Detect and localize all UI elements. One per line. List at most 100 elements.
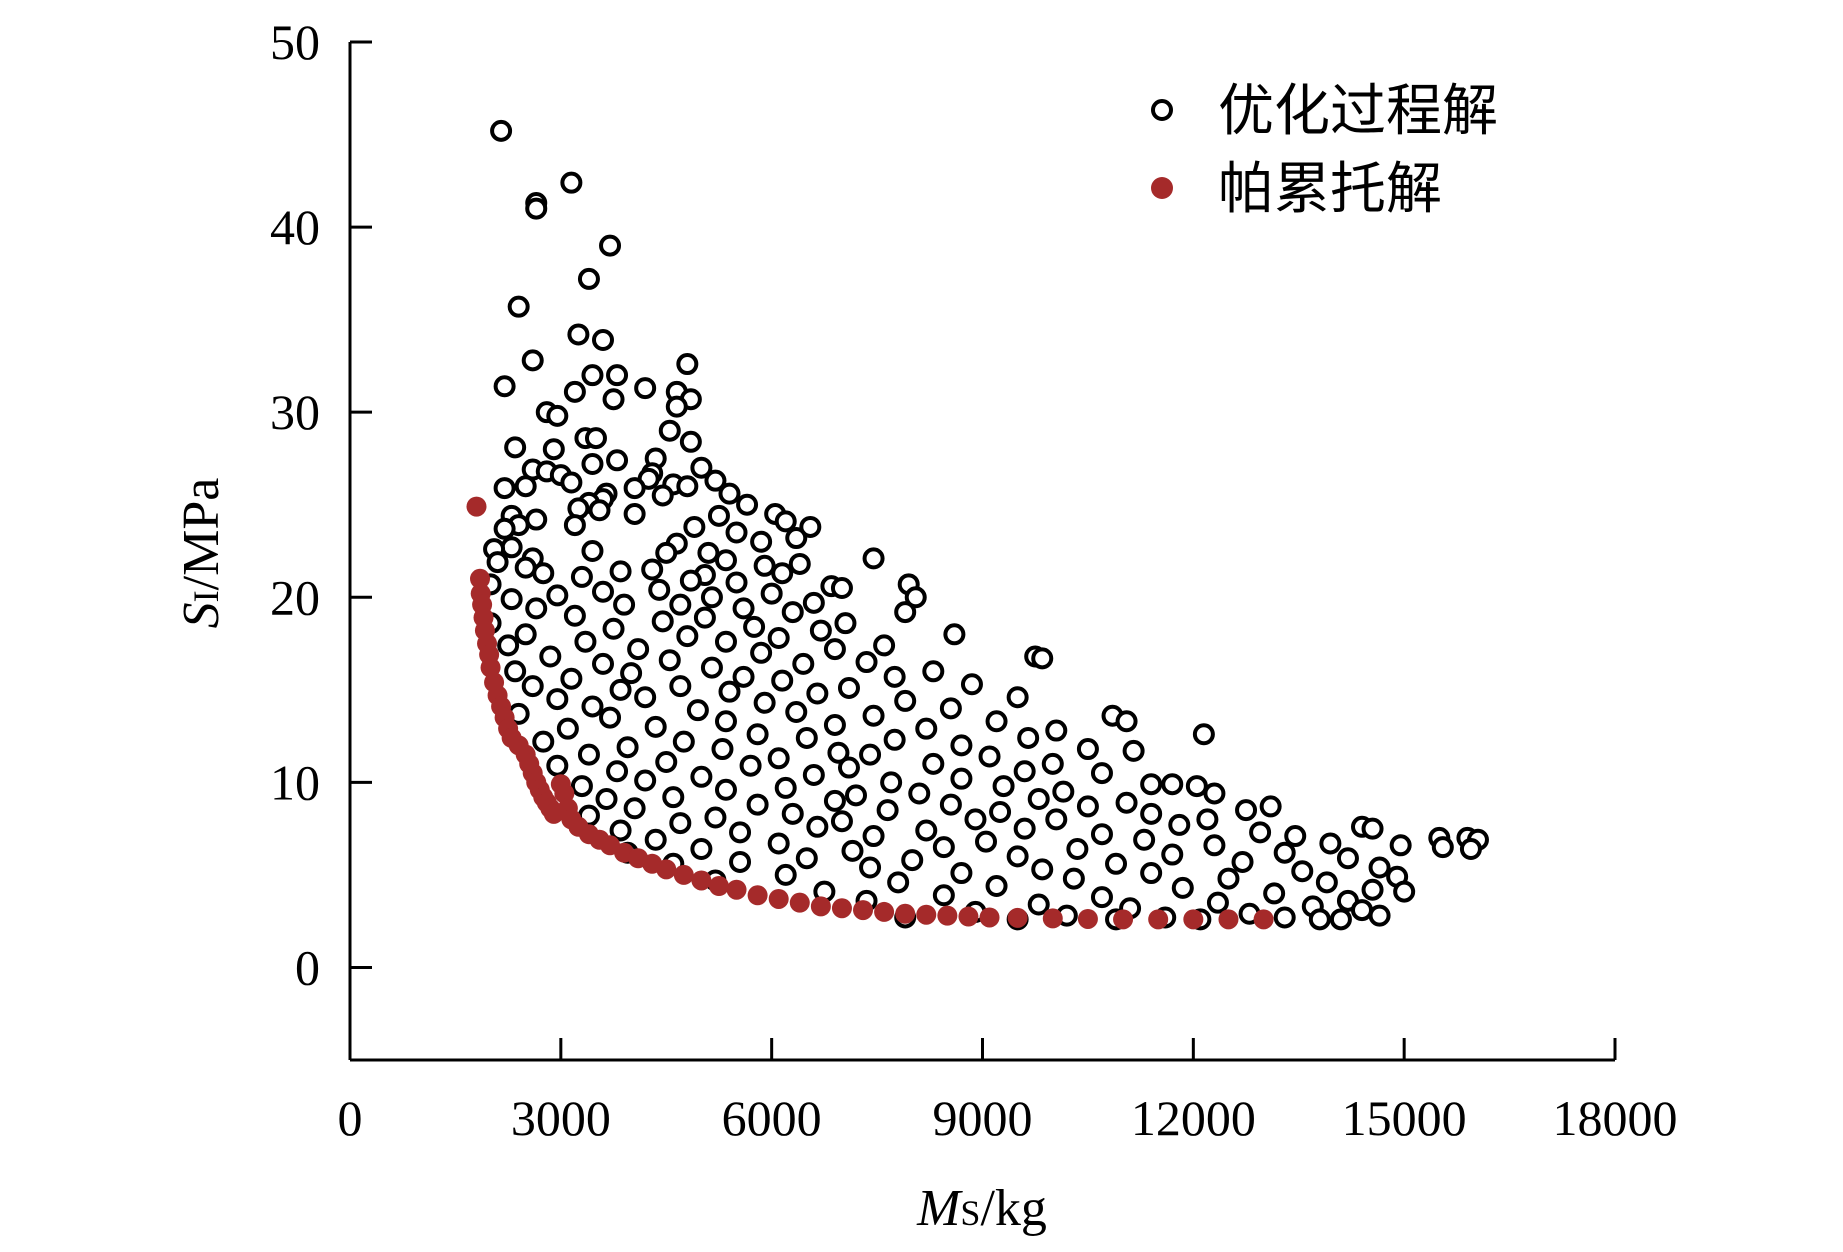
process-solution-point — [1161, 773, 1184, 796]
process-solution-point — [1206, 891, 1229, 914]
process-solution-point — [563, 514, 586, 537]
process-solution-point — [658, 419, 681, 442]
process-solution-point — [599, 706, 622, 729]
process-solution-point — [1076, 738, 1099, 761]
process-solution-point — [834, 612, 857, 635]
pareto-solution-point — [673, 864, 694, 885]
process-solution-point — [532, 562, 555, 585]
pareto-solution-point — [1077, 908, 1098, 929]
process-solution-point — [883, 728, 906, 751]
process-solution-point — [950, 767, 973, 790]
pareto-solution-point — [895, 903, 916, 924]
process-solution-point — [950, 862, 973, 885]
process-solution-point — [1329, 908, 1352, 931]
process-solution-point — [1351, 899, 1373, 922]
process-solution-point — [767, 832, 790, 855]
process-solution-point — [795, 726, 818, 749]
process-solution-point — [563, 380, 586, 403]
process-solution-point — [581, 540, 604, 562]
process-solution-point — [862, 825, 885, 848]
x-tick-label: 3000 — [511, 1090, 611, 1146]
process-solution-point — [753, 691, 776, 714]
process-solution-point — [563, 604, 586, 627]
process-solution-point — [493, 477, 516, 500]
process-solution-point — [546, 584, 569, 607]
x-tick-label: 15000 — [1342, 1090, 1467, 1146]
process-solution-point — [613, 593, 636, 616]
process-solution-point — [989, 800, 1012, 823]
process-solution-point — [894, 601, 917, 624]
process-solution-point — [620, 662, 643, 685]
process-solution-point — [655, 751, 678, 774]
process-solution-point — [915, 717, 938, 740]
process-solution-point — [1140, 773, 1163, 796]
process-solution-point — [964, 808, 987, 831]
y-tick-label: 50 — [270, 14, 320, 70]
legend-marker-process — [1151, 99, 1173, 121]
process-solution-point — [823, 638, 846, 661]
process-solution-point — [504, 436, 527, 459]
process-solution-point — [602, 617, 625, 640]
process-solution-point — [609, 560, 632, 583]
legend-label-process: 优化过程解 — [1218, 79, 1498, 144]
process-solution-point — [806, 682, 829, 705]
process-solution-point — [616, 736, 639, 759]
process-solution-point — [577, 743, 600, 766]
process-solution-point — [960, 673, 983, 696]
process-solution-point — [887, 871, 910, 894]
process-solution-point — [623, 797, 646, 820]
process-solution-point — [845, 784, 867, 807]
process-solution-point — [662, 786, 685, 809]
process-solution-point — [507, 295, 530, 318]
process-solution-point — [542, 438, 565, 461]
process-solution-point — [560, 667, 583, 690]
process-solution-point — [1105, 852, 1128, 875]
process-solution-point — [493, 375, 516, 398]
process-solution-point — [700, 586, 723, 609]
process-solution-point — [560, 471, 583, 494]
process-solution-point — [546, 688, 569, 711]
process-solution-point — [859, 743, 882, 766]
process-solution-point — [556, 717, 579, 740]
process-solution-point — [514, 475, 537, 498]
process-solution-point — [862, 547, 885, 570]
process-solution-point — [651, 610, 674, 633]
process-solution-point — [546, 754, 569, 777]
process-solution-point — [669, 675, 692, 698]
process-solution-point — [627, 638, 650, 661]
process-solution-point — [837, 756, 860, 779]
process-solution-point — [837, 676, 860, 699]
process-solution-point — [1361, 878, 1384, 901]
process-solution-point — [1389, 834, 1412, 857]
process-solution-point — [806, 815, 829, 838]
process-solution-point — [760, 582, 783, 605]
process-solution-point — [658, 649, 681, 672]
process-solution-point — [665, 395, 688, 418]
pareto-solution-point — [1148, 909, 1169, 930]
process-solution-point — [651, 484, 674, 507]
process-solution-point — [978, 745, 1001, 768]
process-solution-point — [1006, 845, 1029, 868]
process-solution-point — [1006, 686, 1029, 709]
process-solution-point — [697, 541, 720, 564]
process-solution-point — [486, 551, 509, 574]
process-solution-point — [592, 328, 614, 351]
process-solution-point — [1090, 886, 1113, 909]
process-solution-point — [739, 754, 762, 777]
process-solution-point — [521, 675, 544, 698]
process-solution-point — [823, 713, 846, 736]
process-solution-point — [1273, 841, 1296, 864]
process-solution-point — [985, 875, 1008, 898]
process-solution-point — [644, 828, 667, 851]
process-solution-point — [855, 651, 878, 674]
process-solution-point — [570, 565, 593, 588]
process-solution-point — [729, 850, 752, 873]
process-solution-point — [546, 404, 569, 427]
pareto-solution-point — [768, 888, 789, 909]
pareto-solution-point — [1183, 909, 1204, 930]
pareto-solution-point — [691, 870, 712, 891]
process-solution-point — [514, 623, 537, 646]
process-solution-point — [1368, 904, 1391, 927]
series-pareto-solutions — [466, 496, 1274, 930]
process-solution-point — [1273, 906, 1296, 929]
